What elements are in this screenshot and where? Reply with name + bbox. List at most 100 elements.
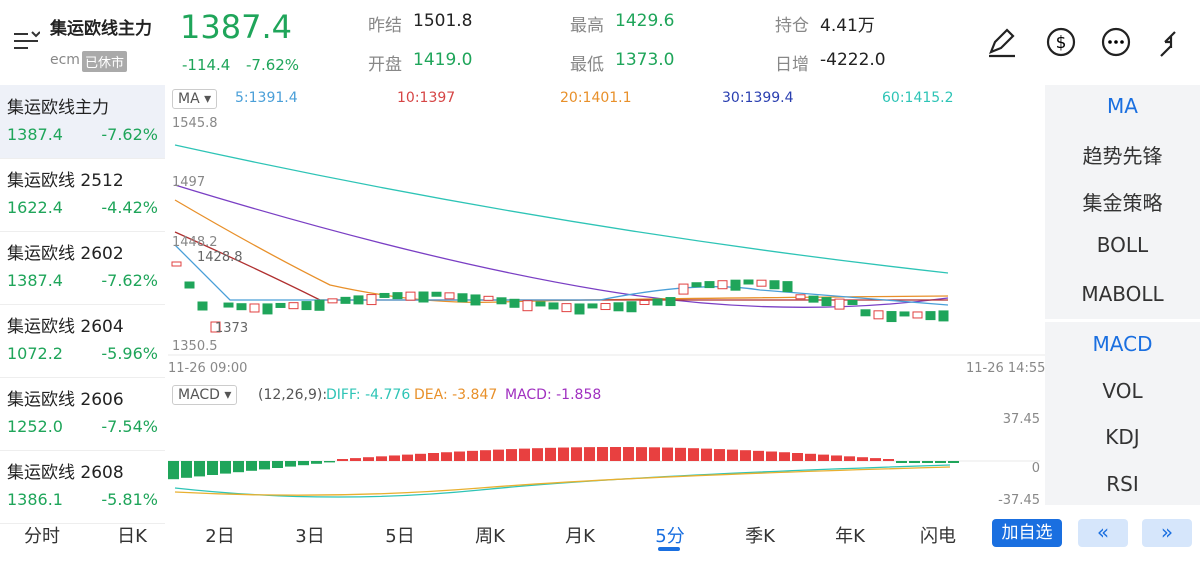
tab[interactable]: 分时 (24, 526, 60, 547)
candle (314, 299, 325, 311)
macd-selector[interactable]: MACD ▾ (172, 385, 238, 405)
macd-bar (714, 449, 725, 461)
watch-price: 1252.0 (7, 417, 63, 436)
watch-name: 集运欧线 2602 (7, 244, 124, 264)
toolbar-icons[interactable]: $ (985, 24, 1195, 60)
macd-bar (948, 461, 959, 463)
ma30-line (174, 184, 949, 308)
price-label: 1545.8 (172, 116, 218, 131)
stat-value: 1419.0 (413, 50, 473, 70)
side-item[interactable]: KDJ (1105, 425, 1140, 449)
macd-bar (493, 449, 504, 461)
macd-bar (259, 461, 270, 470)
candle (847, 300, 858, 306)
macd-bar (428, 453, 439, 461)
tab[interactable]: 5日 (385, 526, 415, 547)
watch-price: 1622.4 (7, 198, 63, 217)
tab[interactable]: 周K (475, 526, 505, 547)
side-item[interactable]: 集金策略 (1082, 191, 1163, 215)
macd-bar (545, 447, 556, 461)
macd-bar (480, 450, 491, 461)
side-item[interactable]: 趋势先锋 (1082, 144, 1163, 168)
watch-row[interactable] (0, 231, 165, 305)
macd-bar (324, 461, 335, 463)
low-annotation: 1373 (215, 321, 249, 336)
macd-axis-bottom: -37.45 (998, 493, 1040, 508)
watch-row[interactable] (0, 377, 165, 451)
candle (184, 281, 195, 289)
macd-bar (753, 450, 764, 461)
tab[interactable]: 2日 (205, 526, 235, 547)
watch-row[interactable] (0, 85, 165, 159)
diff-line (174, 464, 951, 498)
candle (925, 311, 936, 321)
side-item[interactable]: MABOLL (1081, 282, 1164, 306)
macd-bar (766, 451, 777, 461)
tab[interactable]: 月K (565, 526, 595, 547)
side-item[interactable]: BOLL (1096, 233, 1149, 257)
macd-bar (363, 457, 374, 461)
candle (938, 310, 949, 322)
side-item[interactable]: RSI (1106, 472, 1139, 496)
menu-icon[interactable] (12, 30, 40, 52)
tab[interactable]: 3日 (295, 526, 325, 547)
side-item[interactable]: MA (1107, 94, 1138, 118)
contract-name: 集运欧线主力 (50, 19, 152, 39)
contract-code: ecm (50, 52, 80, 68)
candle (340, 296, 351, 304)
watch-name: 集运欧线 2512 (7, 171, 124, 191)
watch-row[interactable] (0, 304, 165, 378)
candle (717, 280, 728, 290)
prev-button[interactable]: « (1078, 519, 1128, 547)
macd-bar (272, 461, 283, 468)
macd-bar (337, 459, 348, 461)
ma-selector[interactable]: MA ▾ (172, 89, 218, 109)
macd-bar (740, 450, 751, 461)
macd-bar (649, 447, 660, 461)
macd-bar (246, 461, 257, 471)
add-watch-button[interactable]: 加自选 (992, 519, 1062, 547)
candle (795, 294, 806, 300)
candle (379, 292, 390, 298)
watch-name: 集运欧线 2604 (7, 317, 124, 337)
watch-price: 1386.1 (7, 490, 63, 509)
tab[interactable]: 5分 (655, 526, 685, 547)
ma-legend-item: 5:1391.4 (235, 90, 298, 106)
tab[interactable]: 年K (835, 526, 865, 547)
candle (613, 302, 624, 312)
stat-value: -4222.0 (820, 50, 886, 70)
candle (743, 279, 754, 285)
macd-bar (558, 447, 569, 461)
watch-pct: -4.42% (101, 198, 158, 217)
macd-bar (376, 456, 387, 461)
macd-bar (597, 447, 608, 461)
tab[interactable]: 季K (745, 526, 775, 547)
candle (782, 281, 793, 293)
next-button[interactable]: » (1142, 519, 1192, 547)
watch-row[interactable] (0, 158, 165, 232)
watch-price: 1387.4 (7, 271, 63, 290)
candle (366, 294, 377, 306)
watch-pct: -7.62% (101, 271, 158, 290)
macd-bar (831, 455, 842, 461)
watch-row[interactable] (0, 450, 165, 524)
tab-underline (658, 547, 680, 551)
macd-bar (298, 461, 309, 466)
tab[interactable]: 闪电 (920, 526, 956, 547)
macd-bar (285, 461, 296, 467)
candle (431, 291, 442, 297)
candle (704, 281, 715, 289)
macd-bar (870, 458, 881, 461)
change-pct: -7.62% (246, 56, 300, 74)
candle (574, 303, 585, 315)
side-item[interactable]: VOL (1102, 379, 1143, 403)
side-item[interactable]: MACD (1092, 332, 1153, 356)
diff-value: DIFF: -4.776 (326, 387, 411, 403)
candle (327, 298, 338, 304)
tab[interactable]: 日K (117, 526, 147, 547)
candle (418, 291, 429, 303)
macd-axis-top: 37.45 (1002, 412, 1040, 427)
price-label: 1448.2 (172, 235, 218, 250)
watch-name: 集运欧线 2606 (7, 390, 124, 410)
